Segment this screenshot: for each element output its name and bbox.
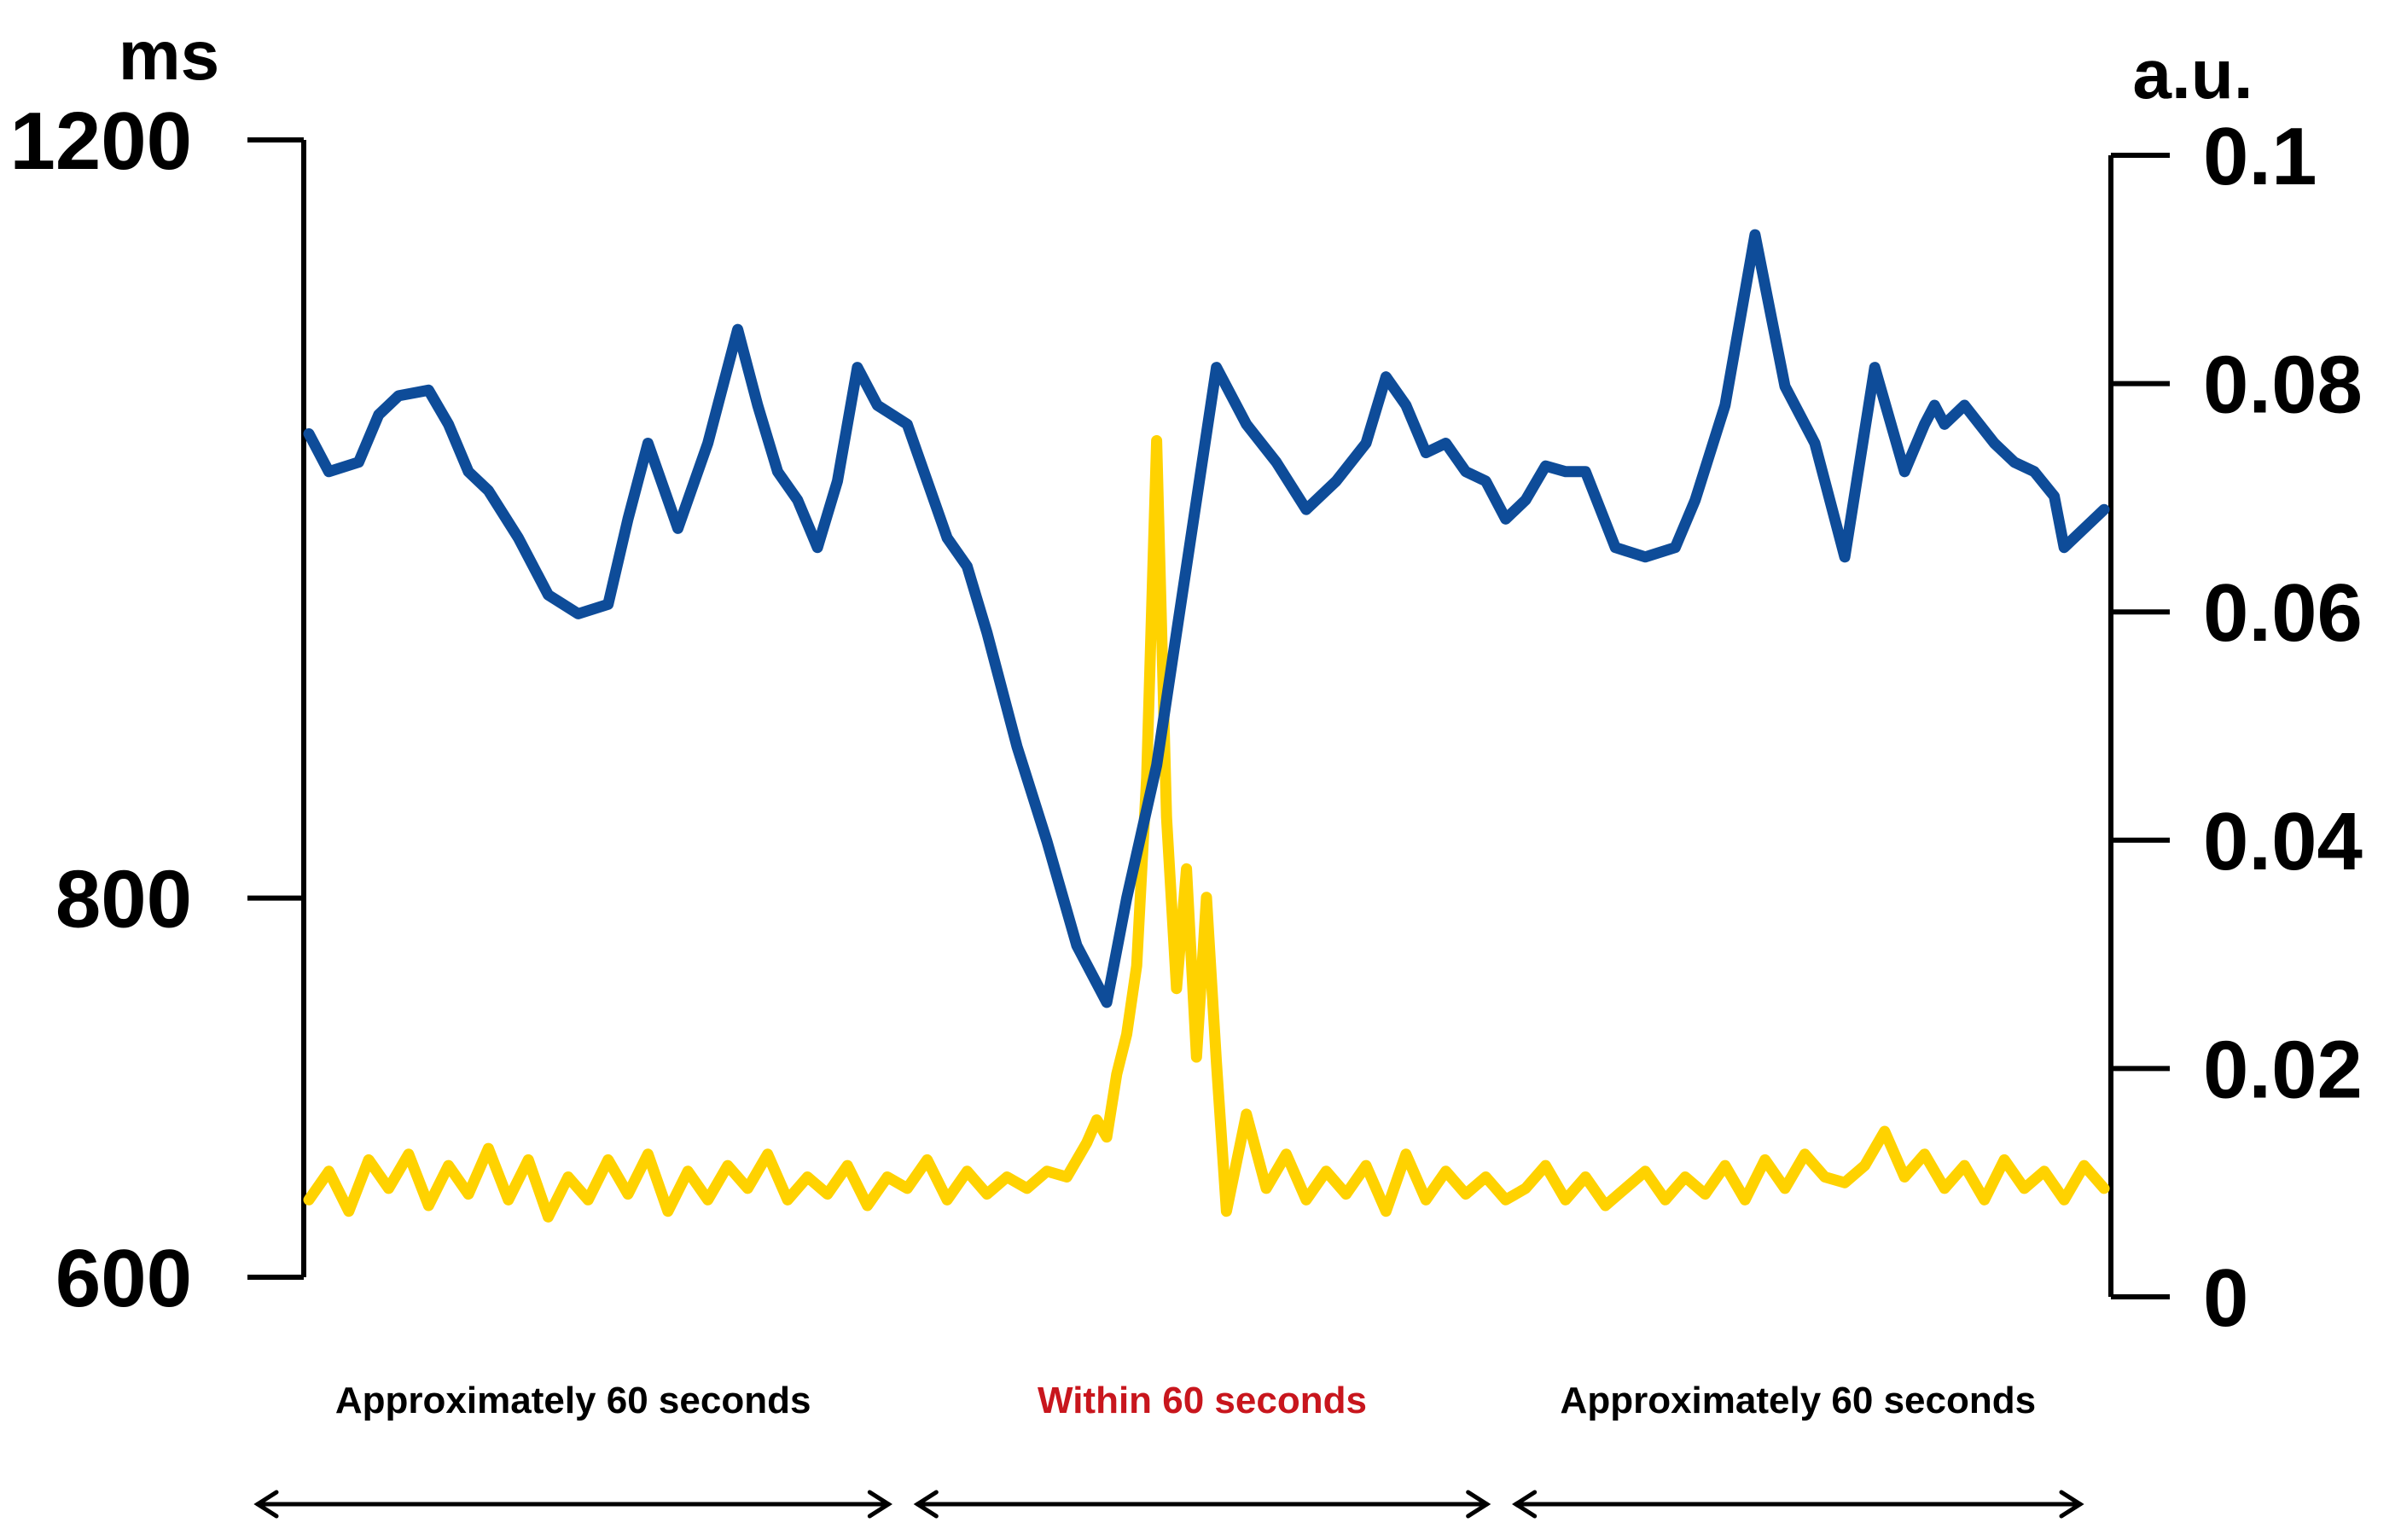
period-annotations: Approximately 60 seconds Within 60 second…: [253, 1380, 2084, 1519]
series-line-right-axis: [303, 435, 2110, 1223]
left-tick-label: 800: [55, 854, 192, 945]
right-tick-label: 0.02: [2203, 1024, 2363, 1115]
period-arrow: [1512, 1490, 2084, 1519]
period-arrow: [253, 1490, 892, 1519]
series-layer: [303, 229, 2110, 1223]
series-line-left-axis: [303, 229, 2110, 1008]
period-label: Approximately 60 seconds: [1561, 1380, 2037, 1421]
period-label: Within 60 seconds: [1038, 1380, 1367, 1421]
right-tick-label: 0.08: [2203, 340, 2363, 431]
left-tick-label: 1200: [9, 96, 192, 187]
right-axis-unit: a.u.: [2132, 36, 2253, 113]
period-arrow: [913, 1490, 1491, 1519]
right-tick-label: 0.06: [2203, 567, 2363, 659]
right-tick-label: 0.1: [2203, 111, 2317, 202]
left-axis-unit: ms: [119, 17, 220, 95]
period-label: Approximately 60 seconds: [335, 1380, 811, 1421]
left-axis-ticks: 600 800 1200: [9, 96, 304, 1324]
right-tick-label: 0.04: [2203, 796, 2363, 887]
right-axis-ticks: 0 0.02 0.04 0.06 0.08 0.1: [2111, 111, 2363, 1344]
left-tick-label: 600: [55, 1233, 192, 1324]
right-tick-label: 0: [2203, 1252, 2248, 1344]
